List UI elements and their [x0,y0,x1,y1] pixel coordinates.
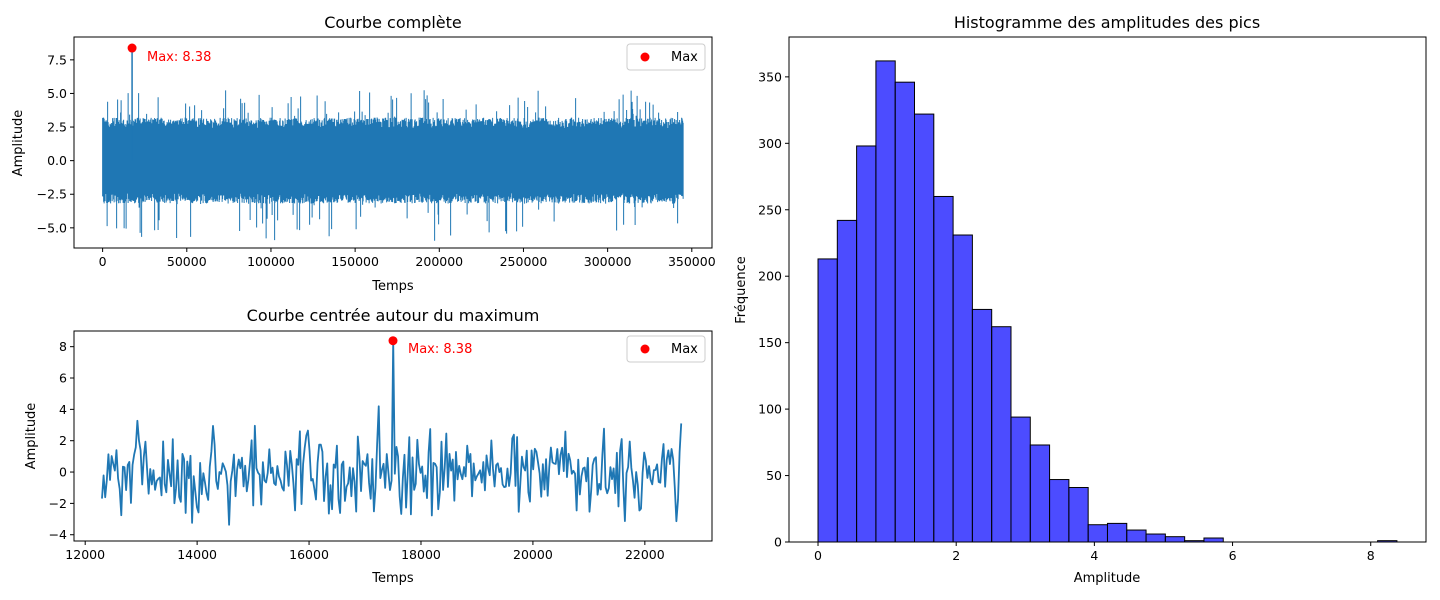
full-curve-y-tick-label: −5.0 [37,220,67,235]
histogram-bar [875,60,896,543]
legend-marker [640,344,650,354]
centered-curve-y-tick-label: −4 [49,527,67,542]
centered-curve-x-tick-label: 22000 [625,547,665,562]
centered-curve-plot-area [101,336,683,526]
full-curve-y-tick-label: −2.5 [37,187,67,202]
full-curve-plot-area [102,43,684,241]
histogram-bar [991,326,1012,543]
full-curve-x-tick-label: 350000 [668,254,716,269]
histogram-y-tick-label: 150 [758,335,782,350]
histogram-plot-area [817,60,1398,543]
full-curve-x-tick-label: 300000 [584,254,632,269]
centered-curve-y-tick-label: 2 [59,433,67,448]
histogram-bar [1087,524,1108,543]
histogram-bar [1203,537,1224,543]
histogram-bar [1010,416,1031,543]
histogram-bar [971,308,993,543]
histogram-y-tick-label: 50 [766,468,782,483]
full-curve-y-tick-label: 2.5 [47,120,67,135]
centered-curve-y-tick-label: 8 [59,339,67,354]
histogram-y-tick-label: 100 [758,402,782,417]
centered-curve-x-tick-label: 14000 [177,547,217,562]
histogram-x-tick-label: 0 [814,548,822,563]
full-curve-max-annotation: Max: 8.38 [147,50,211,65]
full-curve-x-label: Temps [371,279,414,294]
histogram-bar [1029,444,1051,543]
histogram-chart: Histogramme des amplitudes des pics 0 2 4 6… [734,13,1427,586]
full-curve-max-marker [127,43,137,53]
histogram-bar [933,195,954,543]
centered-curve-x-tick-label: 20000 [513,547,553,562]
histogram-bar [1106,522,1128,543]
full-curve-x-tick-label: 50000 [167,254,207,269]
centered-curve-x-tick-label: 18000 [401,547,441,562]
histogram-bar [1126,529,1147,543]
histogram-bar [836,219,858,543]
legend-marker [640,52,650,62]
full-curve-frame [73,36,713,249]
full-curve-series-line [102,90,684,241]
legend-box [626,335,706,363]
histogram-x-tick-label: 2 [952,548,960,563]
full-curve-x-tick-label: 250000 [500,254,548,269]
legend-label: Max [671,342,698,357]
full-curve-ticks: 0 50000 100000 150000 200000 250000 300000 3500… [37,52,716,269]
centered-curve-x-tick-label: 12000 [65,547,105,562]
histogram-x-tick-label: 4 [1090,548,1098,563]
centered-curve-chart: Courbe centrée autour du maximum 12000 14… [24,306,713,586]
centered-curve-legend: Max [626,335,706,363]
full-curve-y-tick-label: 5.0 [47,86,67,101]
full-curve-y-tick-label: 7.5 [47,52,67,67]
histogram-bar [894,81,916,543]
histogram-title: Histogramme des amplitudes des pics [954,13,1260,32]
histogram-y-label: Fréquence [734,256,749,323]
legend-label: Max [671,50,698,65]
histogram-y-tick-label: 350 [758,69,782,84]
centered-curve-max-annotation: Max: 8.38 [408,342,472,357]
centered-curve-title: Courbe centrée autour du maximum [247,306,540,325]
centered-curve-y-tick-label: 6 [59,371,67,386]
full-curve-x-tick-label: 100000 [247,254,295,269]
histogram-bar [952,234,973,543]
histogram-y-tick-label: 250 [758,202,782,217]
centered-curve-x-label: Temps [371,571,414,586]
histogram-bar [1164,536,1186,543]
histogram-bar [1068,487,1089,543]
centered-curve-y-tick-label: 4 [59,402,67,417]
full-curve-chart: Courbe complète 0 50000 100000 150000 200000… [11,13,716,294]
full-curve-x-tick-label: 150000 [331,254,379,269]
full-curve-y-tick-label: 0.0 [47,153,67,168]
histogram-y-tick-label: 200 [758,269,782,284]
centered-curve-max-marker [388,336,398,346]
histogram-bar [817,258,838,543]
histogram-y-tick-label: 0 [774,535,782,550]
histogram-x-tick-label: 6 [1229,548,1237,563]
histogram-ticks: 0 2 4 6 8 0 50 100 150 200 250 300 350 [758,69,1375,563]
legend-box [626,43,706,71]
histogram-y-tick-label: 300 [758,136,782,151]
centered-curve-frame [73,330,713,542]
histogram-x-tick-label: 8 [1367,548,1375,563]
full-curve-legend: Max [626,43,706,71]
centered-curve-y-tick-label: −2 [49,496,67,511]
full-curve-title: Courbe complète [324,13,462,32]
full-curve-x-tick-label: 0 [99,254,107,269]
histogram-bar [1049,479,1070,543]
histogram-bar [856,145,877,543]
centered-curve-y-tick-label: 0 [59,465,67,480]
centered-curve-x-tick-label: 16000 [289,547,329,562]
full-curve-y-label: Amplitude [11,110,26,177]
centered-curve-y-label: Amplitude [24,403,39,470]
full-curve-x-tick-label: 200000 [415,254,463,269]
histogram-x-label: Amplitude [1074,571,1141,586]
histogram-bar [914,113,935,543]
centered-curve-series-line [101,339,683,526]
histogram-bar [1145,533,1166,543]
histogram-frame [788,36,1427,543]
centered-curve-ticks: 12000 14000 16000 18000 20000 22000 −4 −2 0 2 4 6 8 [49,339,665,562]
